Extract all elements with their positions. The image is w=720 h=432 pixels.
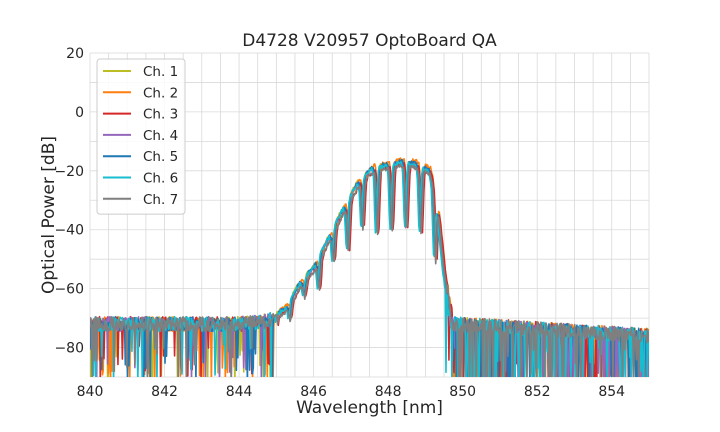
y-tick-label: 0: [75, 105, 84, 121]
tick-labels: 840 842 844 846 848 850 852 854 −80 −60 −40 −20 0 20: [54, 46, 625, 400]
legend-box: [96, 58, 186, 215]
x-tick-label: 842: [151, 384, 178, 400]
y-tick-label: −20: [54, 164, 84, 180]
x-tick-label: 850: [449, 384, 476, 400]
legend-label: Ch. 5: [143, 149, 178, 165]
legend-label: Ch. 4: [143, 128, 178, 144]
chart-title: D4728 V20957 OptoBoard QA: [242, 31, 497, 51]
y-tick-label: −80: [54, 341, 84, 357]
legend-label: Ch. 2: [143, 85, 178, 101]
legend: Ch. 1 Ch. 2 Ch. 3 Ch. 4 Ch. 5 Ch. 6 Ch. 7: [96, 58, 186, 215]
y-tick-label: 20: [66, 46, 84, 62]
series-line-7: [90, 163, 649, 377]
legend-label: Ch. 6: [143, 171, 178, 187]
legend-label: Ch. 3: [143, 107, 178, 123]
x-tick-label: 840: [77, 384, 104, 400]
x-axis-label: Wavelength [nm]: [296, 398, 443, 418]
y-tick-label: −40: [54, 223, 84, 239]
x-tick-label: 854: [598, 384, 625, 400]
legend-label: Ch. 1: [143, 64, 178, 80]
x-tick-label: 846: [300, 384, 327, 400]
series-layer: [90, 157, 649, 377]
legend-label: Ch. 7: [143, 192, 178, 208]
y-tick-label: −60: [54, 282, 84, 298]
x-tick-label: 848: [375, 384, 402, 400]
x-tick-label: 844: [226, 384, 253, 400]
x-tick-label: 852: [524, 384, 551, 400]
y-axis-label: Optical Power [dB]: [39, 136, 59, 294]
